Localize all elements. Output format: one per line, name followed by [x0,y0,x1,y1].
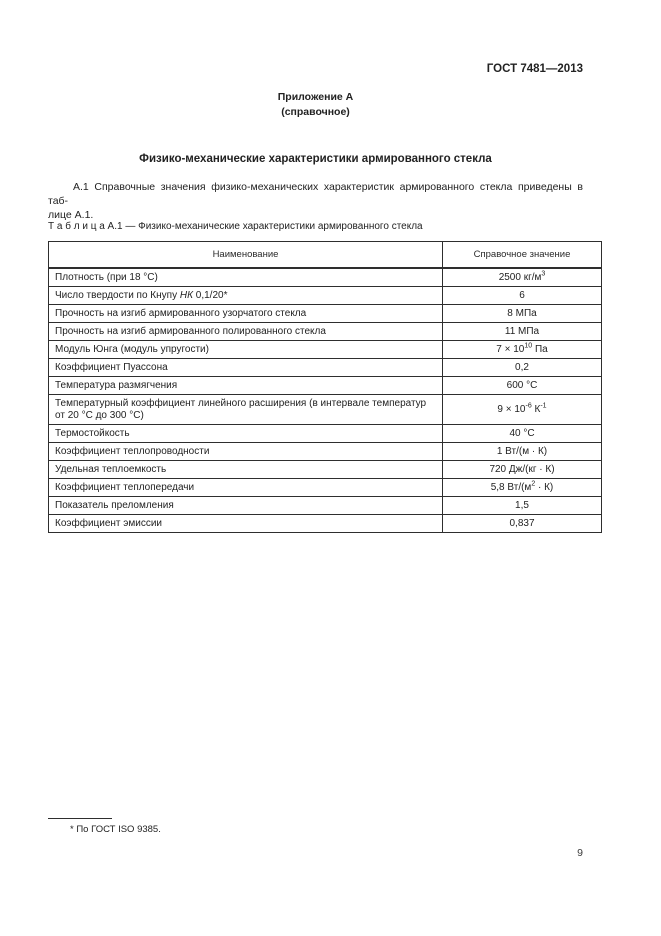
table-row: Показатель преломления 1,5 [48,496,602,515]
column-header-name: Наименование [48,241,443,269]
row-value-cell: 2500 кг/м3 [442,267,602,287]
footnote-separator [48,818,112,819]
row-name-cell: Температура размягчения [48,376,443,395]
row-name-cell: Термостойкость [48,424,443,443]
characteristics-table: Наименование Справочное значение Плотнос… [48,241,602,533]
row-name-cell: Коэффициент теплопроводности [48,442,443,461]
table-row: Прочность на изгиб армированного полиров… [48,322,602,341]
paragraph-line-1: А.1 Справочные значения физико-механичес… [48,181,583,207]
footnote-text: * По ГОСТ ISO 9385. [70,824,161,835]
row-name-cell: Плотность (при 18 °С) [48,267,443,287]
row-value-cell: 9 × 10-6 К-1 [442,394,602,425]
table-row: Модуль Юнга (модуль упругости) 7 × 1010 П… [48,340,602,359]
row-value-cell: 1,5 [442,496,602,515]
row-value-cell: 720 Дж/(кг · К) [442,460,602,479]
page-number: 9 [577,847,583,859]
table-header-row: Наименование Справочное значение [48,241,602,269]
doc-number: ГОСТ 7481—2013 [486,63,583,75]
row-name-cell: Прочность на изгиб армированного полиров… [48,322,443,341]
table-row: Термостойкость 40 °С [48,424,602,443]
table-row: Коэффициент теплопередачи 5,8 Вт/(м2 · К) [48,478,602,497]
row-name-cell: Удельная теплоемкость [48,460,443,479]
table-row: Коэффициент эмиссии 0,837 [48,514,602,533]
row-value-cell: 40 °С [442,424,602,443]
appendix-title: Приложение А [277,91,354,103]
row-name-cell: Показатель преломления [48,496,443,515]
row-value-cell: 7 × 1010 Па [442,340,602,359]
row-value-cell: 0,2 [442,358,602,377]
table-row: Число твердости по Кнупу НК 0,1/20* 6 [48,286,602,305]
row-value-cell: 1 Вт/(м · К) [442,442,602,461]
row-value-cell: 600 °С [442,376,602,395]
appendix-subtitle: (справочное) [281,106,350,118]
row-name-cell: Прочность на изгиб армированного узорчат… [48,304,443,323]
paragraph-a1: А.1 Справочные значения физико-механичес… [48,180,583,222]
row-value-cell: 6 [442,286,602,305]
row-name-cell: Коэффициент эмиссии [48,514,443,533]
paragraph-line-2: лице А.1. [48,209,94,221]
column-header-value: Справочное значение [442,241,602,269]
row-value-cell: 5,8 Вт/(м2 · К) [442,478,602,497]
table-row: Температура размягчения 600 °С [48,376,602,395]
table-row: Коэффициент теплопроводности 1 Вт/(м · К) [48,442,602,461]
row-name-cell: Коэффициент Пуассона [48,358,443,377]
table-caption: Т а б л и ц а А.1 — Физико-механические … [48,221,423,232]
table-row: Удельная теплоемкость 720 Дж/(кг · К) [48,460,602,479]
section-title: Физико-механические характеристики армир… [139,153,492,165]
table-row: Плотность (при 18 °С) 2500 кг/м3 [48,267,602,287]
row-value-cell: 11 МПа [442,322,602,341]
table-row: Температурный коэффициент линейного расш… [48,394,602,425]
row-name-cell: Коэффициент теплопередачи [48,478,443,497]
row-value-cell: 8 МПа [442,304,602,323]
row-value-cell: 0,837 [442,514,602,533]
row-name-cell: Температурный коэффициент линейного расш… [48,394,443,425]
table-row: Прочность на изгиб армированного узорчат… [48,304,602,323]
row-name-cell: Модуль Юнга (модуль упругости) [48,340,443,359]
table-body: Плотность (при 18 °С) 2500 кг/м3 Число тве… [48,267,602,533]
row-name-cell: Число твердости по Кнупу НК 0,1/20* [48,286,443,305]
table-row: Коэффициент Пуассона 0,2 [48,358,602,377]
